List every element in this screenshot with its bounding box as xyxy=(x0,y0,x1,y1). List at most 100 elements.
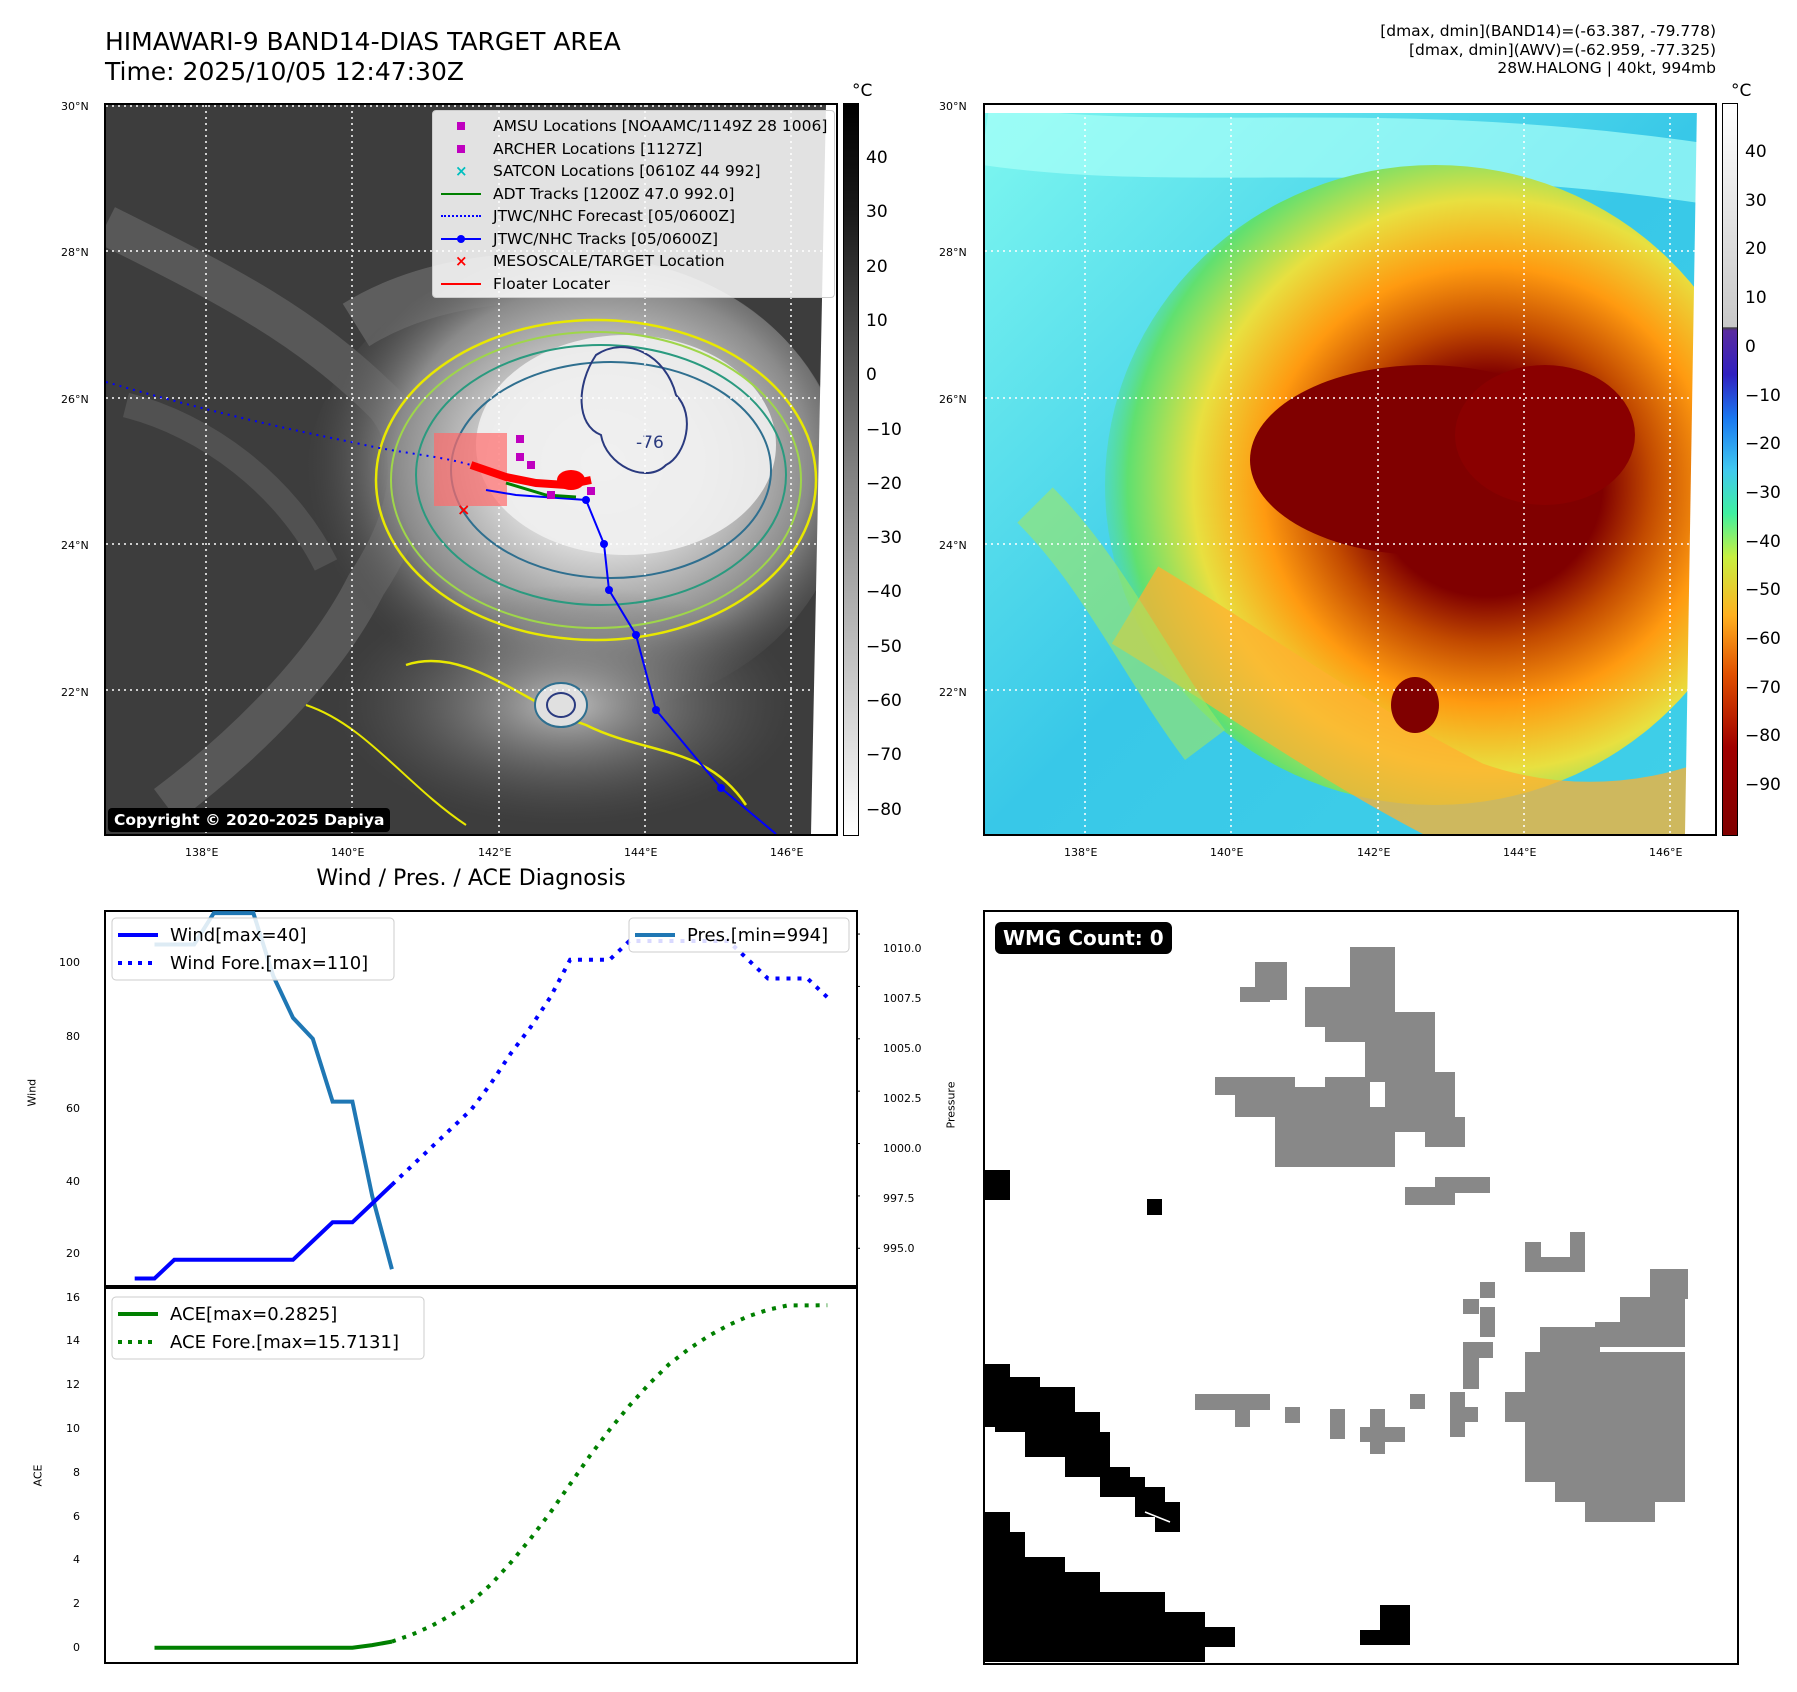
adt-track xyxy=(505,481,577,499)
ace-tick-label: 10 xyxy=(66,1422,80,1435)
lat-label-24n: 24°N xyxy=(61,539,89,552)
ace-forecast-line xyxy=(391,1303,828,1644)
colorbar-right xyxy=(1722,103,1738,836)
wmg-black-cells xyxy=(985,1170,1410,1662)
lat-label-26n: 26°N xyxy=(61,393,89,406)
legend-ace-fore: ACE Fore.[max=15.7131] xyxy=(170,1332,399,1353)
wind-line xyxy=(134,1183,394,1281)
wind-tick-label: 20 xyxy=(66,1247,80,1260)
wind-tick-label: 100 xyxy=(59,956,80,969)
colorbar-left-tick: −50 xyxy=(866,636,902,657)
pressure-legend xyxy=(628,917,850,953)
wind-forecast-line xyxy=(390,939,829,1187)
lat-label-30n: 30°N xyxy=(61,100,89,113)
pressure-tick-label: 1002.5 xyxy=(883,1092,922,1105)
ace-tick-label: 2 xyxy=(73,1597,80,1610)
legend-wind: Wind[max=40] xyxy=(170,925,307,946)
target-x-marker: × xyxy=(457,500,470,519)
colorbar-left xyxy=(843,103,859,836)
wmg-image xyxy=(985,947,1688,1662)
band14-map: -76 xyxy=(104,103,838,836)
colorbar-left-tick: −40 xyxy=(866,582,902,603)
legend-satcon: × SATCON Locations [0610Z 44 992] xyxy=(455,162,761,181)
colorbar-left-tick: 30 xyxy=(866,202,888,223)
wind-tick-label: 60 xyxy=(66,1102,80,1115)
ace-frame xyxy=(104,1287,858,1664)
colorbar-right-tick: 40 xyxy=(1745,142,1767,162)
pressure-tick-label: 1005.0 xyxy=(883,1042,922,1055)
jtwc-forecast-track xyxy=(106,381,487,471)
contour-label: -76 xyxy=(636,433,664,453)
colorbar-left-tick: −30 xyxy=(866,528,902,549)
awv-lon-label-138e: 138°E xyxy=(1064,846,1098,859)
info-band14-range: [dmax, dmin](BAND14)=(-63.387, -79.778) xyxy=(1380,22,1716,40)
wmg-count-badge: WMG Count: 0 xyxy=(995,922,1172,954)
colorbar-right-tick: −70 xyxy=(1745,677,1781,698)
lon-label-146e: 146°E xyxy=(770,846,804,859)
pressure-tick-label: 1007.5 xyxy=(883,992,922,1005)
colorbar-left-tick: −60 xyxy=(866,691,902,711)
colorbar-left-tick: −70 xyxy=(866,745,902,766)
map-legend: AMSU Locations [NOAAMC/1149Z 28 1006] AR… xyxy=(432,110,835,298)
ace-tick-label: 16 xyxy=(66,1291,80,1304)
pressure-tick-label: 997.5 xyxy=(883,1192,915,1205)
lon-label-144e: 144°E xyxy=(624,846,658,859)
legend-adt: ADT Tracks [1200Z 47.0 992.0] xyxy=(441,183,826,206)
pressure-tick-label: 1000.0 xyxy=(883,1142,922,1155)
legend-floater: Floater Locater xyxy=(441,273,826,296)
lon-label-138e: 138°E xyxy=(185,846,219,859)
legend-jtwc-forecast: JTWC/NHC Forecast [05/0600Z] xyxy=(441,205,826,228)
ace-axis-label: ACE xyxy=(31,1464,45,1487)
ace-tick-label: 4 xyxy=(73,1553,80,1566)
info-storm: 28W.HALONG | 40kt, 994mb xyxy=(1497,59,1716,77)
colorbar-left-tick: 20 xyxy=(866,256,888,277)
legend-amsu: AMSU Locations [NOAAMC/1149Z 28 1006] xyxy=(441,115,827,138)
colorbar-right-tick: −50 xyxy=(1745,580,1781,601)
colorbar-left-tick: −10 xyxy=(866,419,902,440)
awv-lon-label-146e: 146°E xyxy=(1649,846,1683,859)
legend-target: × MESOSCALE/TARGET Location xyxy=(455,252,725,271)
awv-lat-label-30n: 30°N xyxy=(939,100,967,113)
diagnosis-charts: Wind[max=40] Wind Fore.[max=110] Pres.[min… xyxy=(98,910,864,1665)
colorbar-right-tick: 20 xyxy=(1745,239,1767,260)
info-awv-range: [dmax, dmin](AWV)=(-62.959, -77.325) xyxy=(1409,40,1716,59)
pressure-tick-label: 995.0 xyxy=(883,1242,915,1255)
awv-lon-label-140e: 140°E xyxy=(1210,846,1244,859)
wind-tick-label: 40 xyxy=(66,1175,80,1188)
ace-tick-label: 6 xyxy=(73,1510,80,1523)
diagnosis-svg: Wind[max=40] Wind Fore.[max=110] Pres.[min… xyxy=(98,910,864,1664)
lon-label-140e: 140°E xyxy=(331,846,365,859)
legend-jtwc-tracks: JTWC/NHC Tracks [05/0600Z] xyxy=(441,228,826,251)
lat-label-22n: 22°N xyxy=(61,686,89,699)
colorbar-right-tick: 0 xyxy=(1745,336,1756,357)
colorbar-left-tick: 10 xyxy=(866,310,888,331)
colorbar-right-tick: −80 xyxy=(1745,726,1781,747)
wmg-gray-cells xyxy=(985,947,1688,1645)
awv-lat-label-22n: 22°N xyxy=(939,686,967,699)
colorbar-right-tick: 10 xyxy=(1745,288,1767,309)
awv-lat-label-28n: 28°N xyxy=(939,246,967,259)
colorbar-right-tick: −40 xyxy=(1745,531,1781,552)
awv-lon-label-142e: 142°E xyxy=(1357,846,1391,859)
wind-legend xyxy=(111,917,395,981)
awv-map-image xyxy=(985,105,1715,834)
colorbar-right-tick: −20 xyxy=(1745,434,1781,455)
ace-tick-label: 14 xyxy=(66,1334,80,1347)
colorbar-left-tick: 0 xyxy=(866,365,877,386)
figure-time: Time: 2025/10/05 12:47:30Z xyxy=(105,57,464,86)
colorbar-left-tick: −20 xyxy=(866,473,902,494)
colorbar-right-tick: −90 xyxy=(1745,775,1781,796)
pressure-axis-label: Pressure xyxy=(944,1081,958,1129)
ace-tick-label: 0 xyxy=(73,1641,80,1654)
ace-tick-label: 8 xyxy=(73,1466,80,1479)
figure-title: HIMAWARI-9 BAND14-DIAS TARGET AREA xyxy=(105,27,621,56)
legend-pres: Pres.[min=994] xyxy=(687,925,828,946)
wind-tick-label: 80 xyxy=(66,1030,80,1043)
wmg-panel: WMG Count: 0 xyxy=(983,910,1739,1665)
lon-label-142e: 142°E xyxy=(478,846,512,859)
colorbar-right-tick: −60 xyxy=(1745,629,1781,649)
colorbar-right-tick: −10 xyxy=(1745,385,1781,406)
awv-map xyxy=(983,103,1717,836)
jtwc-track-points xyxy=(582,496,725,792)
lat-label-28n: 28°N xyxy=(61,246,89,259)
